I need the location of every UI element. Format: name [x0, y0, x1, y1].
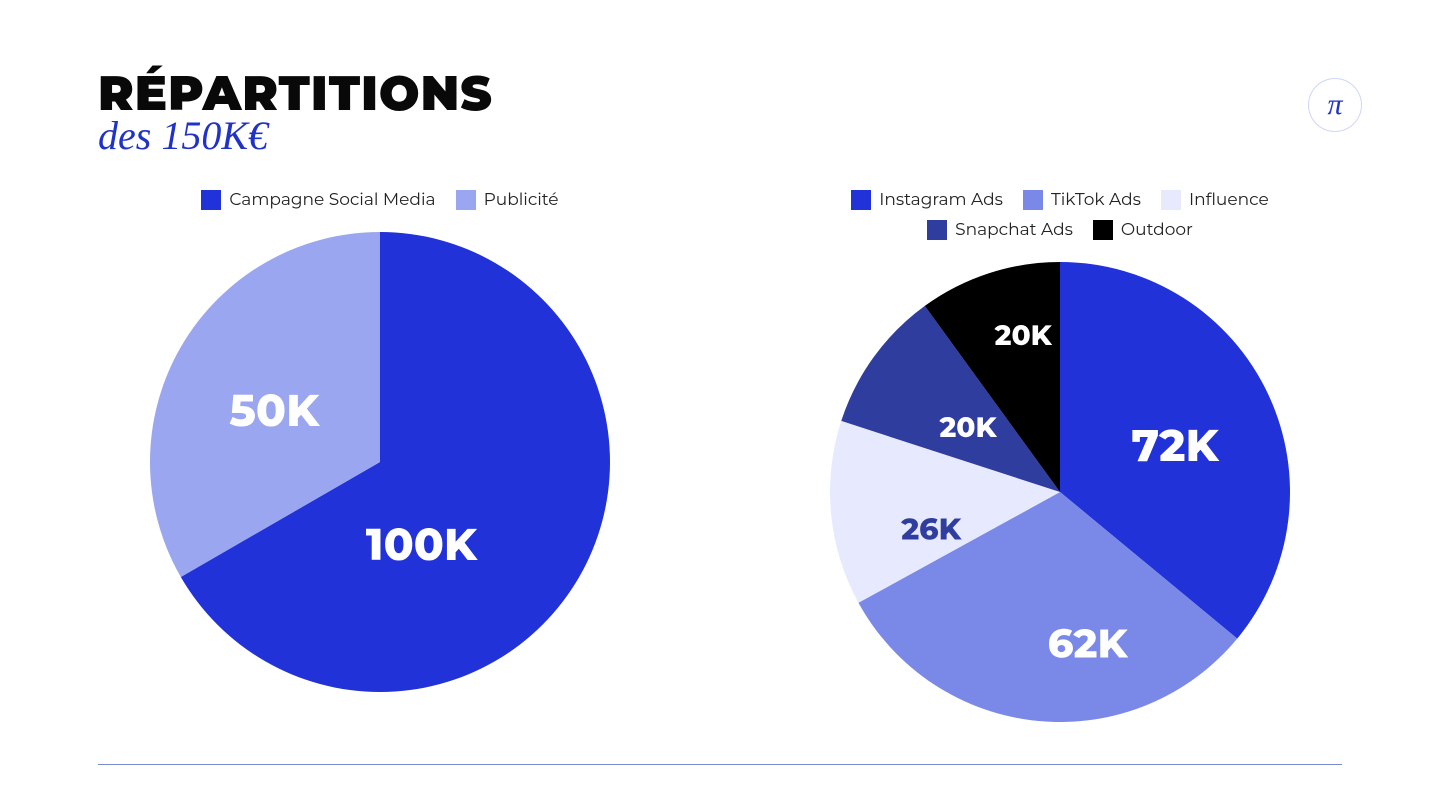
legend-swatch: [1023, 190, 1043, 210]
legend-swatch: [1093, 220, 1113, 240]
pie-svg: [150, 232, 610, 692]
legend-swatch: [201, 190, 221, 210]
legend-swatch: [851, 190, 871, 210]
header: RÉPARTITIONS des 150K€: [98, 70, 493, 156]
legend-item: Publicité: [456, 190, 559, 210]
slice-label: 20K: [995, 319, 1052, 353]
legend-item: Influence: [1161, 190, 1269, 210]
legend-label: TikTok Ads: [1051, 190, 1141, 210]
legend-label: Outdoor: [1121, 220, 1193, 240]
legend-label: Instagram Ads: [879, 190, 1003, 210]
legend-label: Influence: [1189, 190, 1269, 210]
slice-label: 72K: [1131, 419, 1218, 473]
legend-swatch: [927, 220, 947, 240]
slice-label: 20K: [939, 411, 996, 445]
chart-left-legend: Campagne Social Media Publicité: [201, 190, 558, 210]
chart-right-block: Instagram Ads TikTok Ads Influence Snapchat…: [720, 190, 1400, 722]
legend-item: Instagram Ads: [851, 190, 1003, 210]
charts-row: Campagne Social Media Publicité 100K 50K I…: [0, 190, 1440, 722]
legend-swatch: [456, 190, 476, 210]
slice-label: 100K: [366, 518, 477, 572]
slice-label: 62K: [1048, 619, 1128, 668]
legend-label: Snapchat Ads: [955, 220, 1073, 240]
legend-label: Campagne Social Media: [229, 190, 435, 210]
pi-glyph: π: [1327, 88, 1342, 122]
legend-item: Outdoor: [1093, 220, 1193, 240]
legend-swatch: [1161, 190, 1181, 210]
slice-label: 26K: [901, 510, 961, 547]
legend-item: Snapchat Ads: [927, 220, 1073, 240]
legend-item: TikTok Ads: [1023, 190, 1141, 210]
footer-rule: [98, 764, 1342, 765]
legend-label: Publicité: [484, 190, 559, 210]
slice-label: 50K: [229, 384, 319, 438]
chart-left-pie: 100K 50K: [150, 232, 610, 692]
pi-logo-icon: π: [1308, 78, 1362, 132]
legend-item: Campagne Social Media: [201, 190, 435, 210]
chart-right-legend: Instagram Ads TikTok Ads Influence Snapchat…: [800, 190, 1320, 240]
chart-left-block: Campagne Social Media Publicité 100K 50K: [40, 190, 720, 722]
page-title: RÉPARTITIONS: [98, 70, 493, 118]
chart-right-pie: 72K 62K 26K 20K 20K: [830, 262, 1290, 722]
